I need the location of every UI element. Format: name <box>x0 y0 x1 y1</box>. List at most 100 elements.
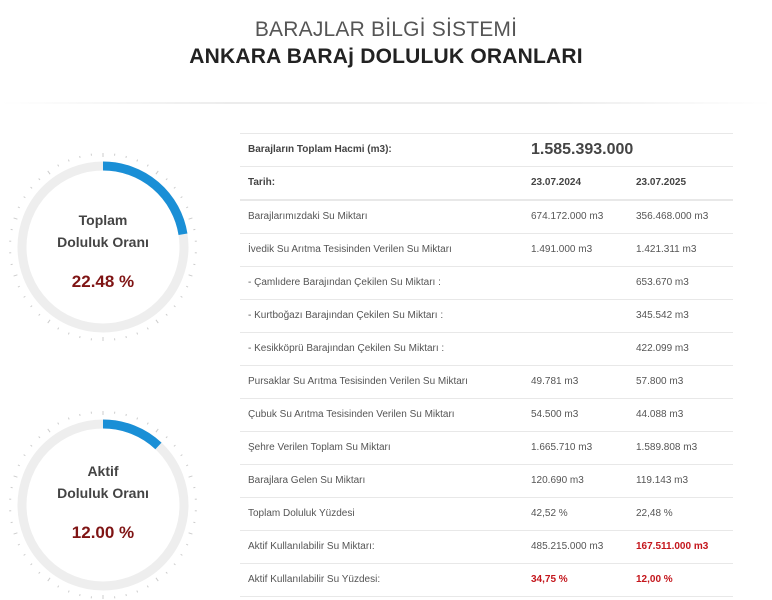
gauge-tick <box>31 187 33 188</box>
gauge-label-line1: Aktif <box>8 460 198 482</box>
gauge-tick <box>166 436 167 437</box>
gauge-tick <box>68 418 69 420</box>
gauge-label-line2: Doluluk Oranı <box>8 482 198 504</box>
value-2025: 1.589.808 m3 <box>636 432 697 464</box>
gauge-fill-arc <box>103 424 158 446</box>
total-volume-label: Barajların Toplam Hacmi (m3): <box>248 134 392 166</box>
gauge-label-line1: Toplam <box>8 209 198 231</box>
gauge-tick <box>156 578 158 581</box>
gauge-tick <box>174 445 176 446</box>
gauge-tick <box>68 333 69 335</box>
value-2025: 345.542 m3 <box>636 300 689 332</box>
gauge-tick <box>58 423 59 425</box>
gauge-value: 22.48 % <box>8 272 198 292</box>
gauge-ticks <box>9 411 197 599</box>
gauge-tick <box>68 160 69 162</box>
gauge-tick <box>58 165 59 167</box>
page-header: BARAJLAR BİLGİ SİSTEMİ ANKARA BARAj DOLU… <box>0 0 772 104</box>
date-column-2: 23.07.2025 <box>636 167 686 199</box>
gauge-tick <box>39 572 40 573</box>
gauge-value: 12.00 % <box>8 523 198 543</box>
gauge-tick <box>31 306 33 307</box>
gauge-tick <box>39 436 40 437</box>
dam-data-table: Barajların Toplam Hacmi (m3): 1.585.393.… <box>240 133 733 597</box>
gauge-tick <box>18 544 20 545</box>
table-row: Çubuk Su Arıtma Tesisinden Verilen Su Mi… <box>240 399 733 432</box>
value-2024: 34,75 % <box>531 564 568 596</box>
gauge-label-line2: Doluluk Oranı <box>8 231 198 253</box>
gauge-tick <box>186 207 188 208</box>
gauge-tick <box>58 586 59 588</box>
value-2024: 674.172.000 m3 <box>531 201 603 233</box>
table-row: Pursaklar Su Arıtma Tesisinden Verilen S… <box>240 366 733 399</box>
table-row: - Çamlıdere Barajından Çekilen Su Miktar… <box>240 267 733 300</box>
gauge-tick <box>137 418 138 420</box>
gauge-tick <box>156 320 158 323</box>
table-row: Aktif Kullanılabilir Su Yüzdesi: 34,75 % 1… <box>240 564 733 597</box>
date-header-row: Tarih: 23.07.2024 23.07.2025 <box>240 167 733 200</box>
gauge-tick <box>147 423 148 425</box>
gauge-tick <box>24 296 26 297</box>
value-2024: 1.665.710 m3 <box>531 432 592 464</box>
value-2025: 119.143 m3 <box>636 465 688 497</box>
active-fill-gauge: Aktif Doluluk Oranı 12.00 % <box>8 410 198 600</box>
value-2025: 653.670 m3 <box>636 267 689 299</box>
gauge-tick <box>181 197 183 198</box>
table-row: Şehre Verilen Toplam Su Miktarı 1.665.710… <box>240 432 733 465</box>
gauge-tick <box>39 314 40 315</box>
value-2024: 120.690 m3 <box>531 465 584 497</box>
gauge-tick <box>166 314 167 315</box>
gauge-tick <box>18 207 20 208</box>
active-fill-gauge-chart <box>8 410 198 600</box>
gauge-tick <box>186 544 188 545</box>
gauge-tick <box>137 160 138 162</box>
gauge-tick <box>48 320 50 323</box>
value-2025: 167.511.000 m3 <box>636 531 708 563</box>
value-2025: 57.800 m3 <box>636 366 683 398</box>
gauge-tick <box>147 165 148 167</box>
gauge-tick <box>24 554 26 555</box>
table-row: Aktif Kullanılabilir Su Miktarı:485.215.… <box>240 531 733 564</box>
gauge-tick <box>147 586 148 588</box>
gauge-tick <box>39 178 40 179</box>
row-label: Barajlara Gelen Su Miktarı <box>248 465 365 497</box>
gauge-tick <box>166 572 167 573</box>
gauge-tick <box>24 197 26 198</box>
row-label: Çubuk Su Arıtma Tesisinden Verilen Su Mi… <box>248 399 455 431</box>
gauge-tick <box>174 187 176 188</box>
date-label: Tarih: <box>248 167 275 199</box>
row-label: Pursaklar Su Arıtma Tesisinden Verilen S… <box>248 366 468 398</box>
header-divider <box>0 102 772 104</box>
value-2024: 42,52 % <box>531 498 568 530</box>
row-label: Şehre Verilen Toplam Su Miktarı <box>248 432 391 464</box>
gauge-tick <box>24 455 26 456</box>
gauge-tick <box>31 445 33 446</box>
gauge-tick <box>48 429 50 432</box>
table-row: - Kurtboğazı Barajından Çekilen Su Mikta… <box>240 300 733 333</box>
total-volume-value: 1.585.393.000 <box>531 134 633 166</box>
gauge-tick <box>68 591 69 593</box>
value-2024: 49.781 m3 <box>531 366 578 398</box>
gauge-tick <box>31 564 33 565</box>
value-2025: 356.468.000 m3 <box>636 201 708 233</box>
value-2024: 54.500 m3 <box>531 399 578 431</box>
gauge-tick <box>181 455 183 456</box>
gauge-tick <box>181 554 183 555</box>
gauge-tick <box>137 333 138 335</box>
page-title: ANKARA BARAj DOLULUK ORANLARI <box>0 45 772 69</box>
value-2025: 422.099 m3 <box>636 333 689 365</box>
gauge-tick <box>137 591 138 593</box>
row-label: Aktif Kullanılabilir Su Yüzdesi: <box>248 564 380 596</box>
date-column-1: 23.07.2024 <box>531 167 581 199</box>
value-2025: 1.421.311 m3 <box>636 234 696 266</box>
value-2024: 485.215.000 m3 <box>531 531 603 563</box>
table-row: İvedik Su Arıtma Tesisinden Verilen Su M… <box>240 234 733 267</box>
row-label: - Kesikköprü Barajından Çekilen Su Mikta… <box>248 333 444 365</box>
gauge-tick <box>48 578 50 581</box>
page-subtitle: BARAJLAR BİLGİ SİSTEMİ <box>0 18 772 42</box>
value-2025: 12,00 % <box>636 564 673 596</box>
value-2025: 44.088 m3 <box>636 399 683 431</box>
gauge-tick <box>48 171 50 174</box>
